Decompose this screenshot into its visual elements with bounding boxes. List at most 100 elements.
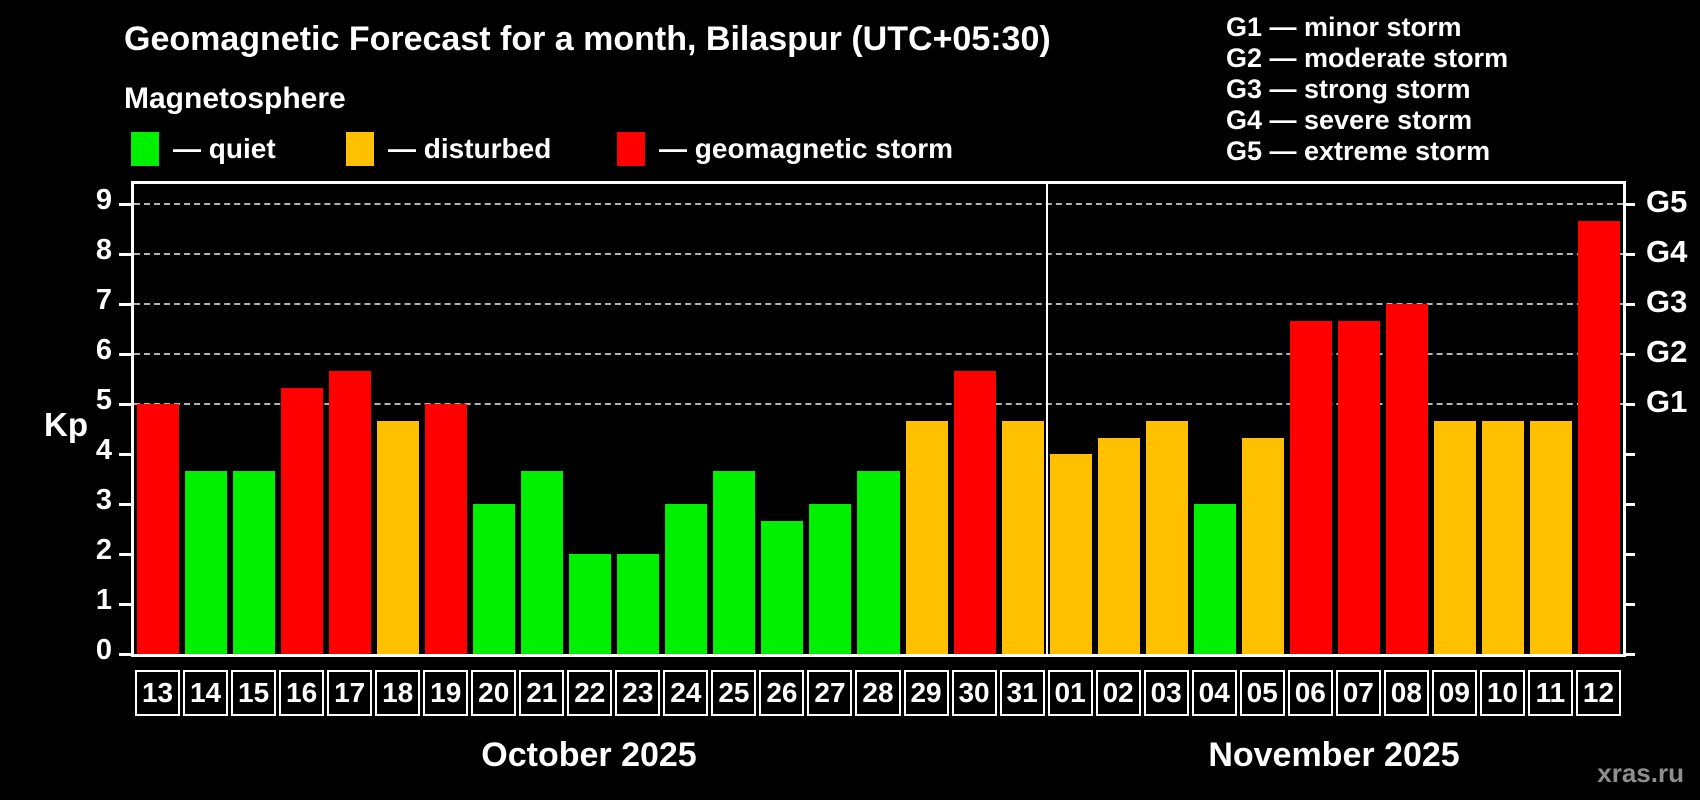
day-label-cell: 29 [903,670,949,716]
kp-bar [233,470,276,654]
y-axis-tick [119,452,131,456]
month-label-november: November 2025 [1208,736,1460,774]
day-label-cell: 12 [1575,670,1621,716]
day-label-cell: 27 [807,670,853,716]
day-label-cell: 28 [855,670,901,716]
y-axis-tick [119,602,131,606]
day-label-cell: 20 [471,670,517,716]
kp-bar [569,554,612,654]
day-label-cell: 22 [567,670,613,716]
y-axis-tick [119,202,131,206]
kp-bar [425,404,468,654]
y-tick-label: 0 [95,634,112,666]
kp-bar [1145,420,1188,654]
chart-subtitle: Magnetosphere [124,82,346,115]
kp-bar [617,554,660,654]
kp-bar [137,404,180,654]
day-label-cell: 30 [951,670,997,716]
y-tick-label: 4 [95,434,112,466]
day-label-cell: 21 [519,670,565,716]
g-level-label-g4: G4 [1646,234,1688,269]
kp-bar [905,420,948,654]
day-label-cell: 08 [1383,670,1429,716]
y-axis-tick [119,552,131,556]
right-axis-tick [1623,652,1635,656]
right-axis-tick [1623,402,1635,406]
right-axis-tick [1623,302,1635,306]
day-label-cell: 09 [1431,670,1477,716]
chart-title: Geomagnetic Forecast for a month, Bilasp… [124,20,1051,58]
day-label-cell: 26 [759,670,805,716]
y-tick-label: 9 [95,184,112,216]
storm-scale-g3: G3 — strong storm [1226,74,1471,104]
day-label-cell: 17 [327,670,373,716]
day-label-cell: 23 [615,670,661,716]
kp-bar [809,504,852,654]
storm-color-swatch [617,132,645,166]
day-label-cell: 18 [375,670,421,716]
day-label-cell: 13 [135,670,181,716]
y-tick-label: 7 [95,284,112,316]
legend-label-storm: — geomagnetic storm [659,133,954,164]
kp-bar [1289,320,1332,654]
day-label-cell: 15 [231,670,277,716]
storm-scale-g4: G4 — severe storm [1226,105,1473,135]
y-axis-tick [119,302,131,306]
kp-bar [185,470,228,654]
legend-item-quiet: — quiet [131,131,276,167]
day-label-cell: 16 [279,670,325,716]
legend-label-quiet: — quiet [173,133,276,164]
day-label-cell: 01 [1047,670,1093,716]
right-axis-tick [1623,452,1635,456]
y-axis-tick [119,252,131,256]
y-axis-tick [119,402,131,406]
kp-bar [1097,437,1140,654]
day-label-cell: 07 [1335,670,1381,716]
kp-bar [1193,504,1236,654]
y-tick-label: 6 [95,334,112,366]
kp-bar [1241,437,1284,654]
day-label-cell: 25 [711,670,757,716]
kp-bar [953,370,996,654]
y-axis-tick [119,652,131,656]
quiet-color-swatch [131,132,159,166]
kp-bar [521,470,564,654]
y-tick-label: 3 [95,484,112,516]
storm-scale-g2: G2 — moderate storm [1226,43,1509,73]
day-label-cell: 24 [663,670,709,716]
g-level-label-g1: G1 [1646,384,1688,419]
kp-bar [761,520,804,654]
kp-bar [473,504,516,654]
legend-item-disturbed: — disturbed [346,131,551,167]
day-label-cell: 31 [999,670,1045,716]
legend-label-disturbed: — disturbed [388,133,552,164]
storm-scale-legend: G1 — minor storm G2 — moderate storm G3 … [1226,12,1508,167]
kp-bar [1001,420,1044,654]
kp-bar [1385,304,1428,654]
day-label-cell: 05 [1239,670,1285,716]
day-label-cell: 10 [1479,670,1525,716]
day-label-cell: 04 [1191,670,1237,716]
kp-bar [329,370,372,654]
g-level-label-g5: G5 [1646,184,1688,219]
legend-item-storm: — geomagnetic storm [617,131,953,167]
kp-bar [377,420,420,654]
right-axis-tick [1623,202,1635,206]
kp-bar [1481,420,1524,654]
plot-area [131,181,1626,657]
kp-bar [665,504,708,654]
kp-bar [1337,320,1380,654]
day-label-cell: 02 [1095,670,1141,716]
disturbed-color-swatch [346,132,374,166]
right-axis-tick [1623,252,1635,256]
watermark: xras.ru [1597,758,1684,788]
y-axis-tick [119,352,131,356]
gridline-kp9 [134,203,1623,205]
right-axis-tick [1623,502,1635,506]
g-level-label-g2: G2 [1646,334,1688,369]
y-axis-title: Kp [44,406,88,443]
kp-bar [713,470,756,654]
gridline-kp5 [134,403,1623,405]
storm-scale-g5: G5 — extreme storm [1226,136,1491,166]
